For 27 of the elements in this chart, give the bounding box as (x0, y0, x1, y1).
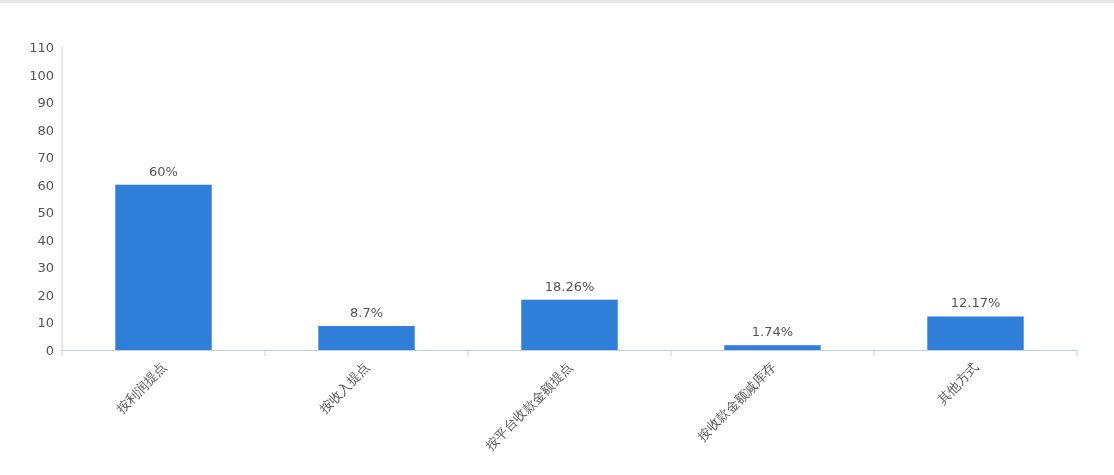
y-tick-label: 0 (45, 343, 54, 358)
data-label: 8.7% (349, 305, 384, 321)
data-label: 12.17% (950, 295, 1001, 311)
x-tick-label: 按利润提点 (113, 359, 170, 417)
y-tick-label: 70 (37, 150, 54, 166)
y-tick-label: 20 (37, 287, 54, 303)
bar (115, 184, 212, 350)
data-label: 60% (149, 163, 178, 179)
bar (521, 299, 618, 350)
y-tick-label: 90 (37, 95, 54, 111)
data-label: 18.26% (544, 278, 595, 294)
y-tick-label: 80 (37, 122, 54, 138)
y-tick-label: 40 (37, 232, 54, 248)
bar (318, 326, 415, 350)
bar (724, 345, 821, 350)
x-tick-label: 其他方式 (934, 359, 982, 407)
bar (927, 316, 1024, 350)
y-tick-label: 110 (29, 40, 54, 55)
y-tick-label: 30 (37, 260, 54, 276)
y-tick-label: 50 (37, 205, 54, 221)
x-tick-label: 按收入提点 (316, 359, 373, 417)
x-tick-label: 按收款金额减库存 (694, 359, 779, 444)
y-tick-label: 100 (29, 67, 54, 83)
y-tick-label: 10 (37, 315, 54, 331)
x-tick-label: 按平台收款金额提点 (482, 359, 576, 453)
data-label: 1.74% (751, 324, 794, 340)
y-tick-label: 60 (37, 177, 54, 193)
